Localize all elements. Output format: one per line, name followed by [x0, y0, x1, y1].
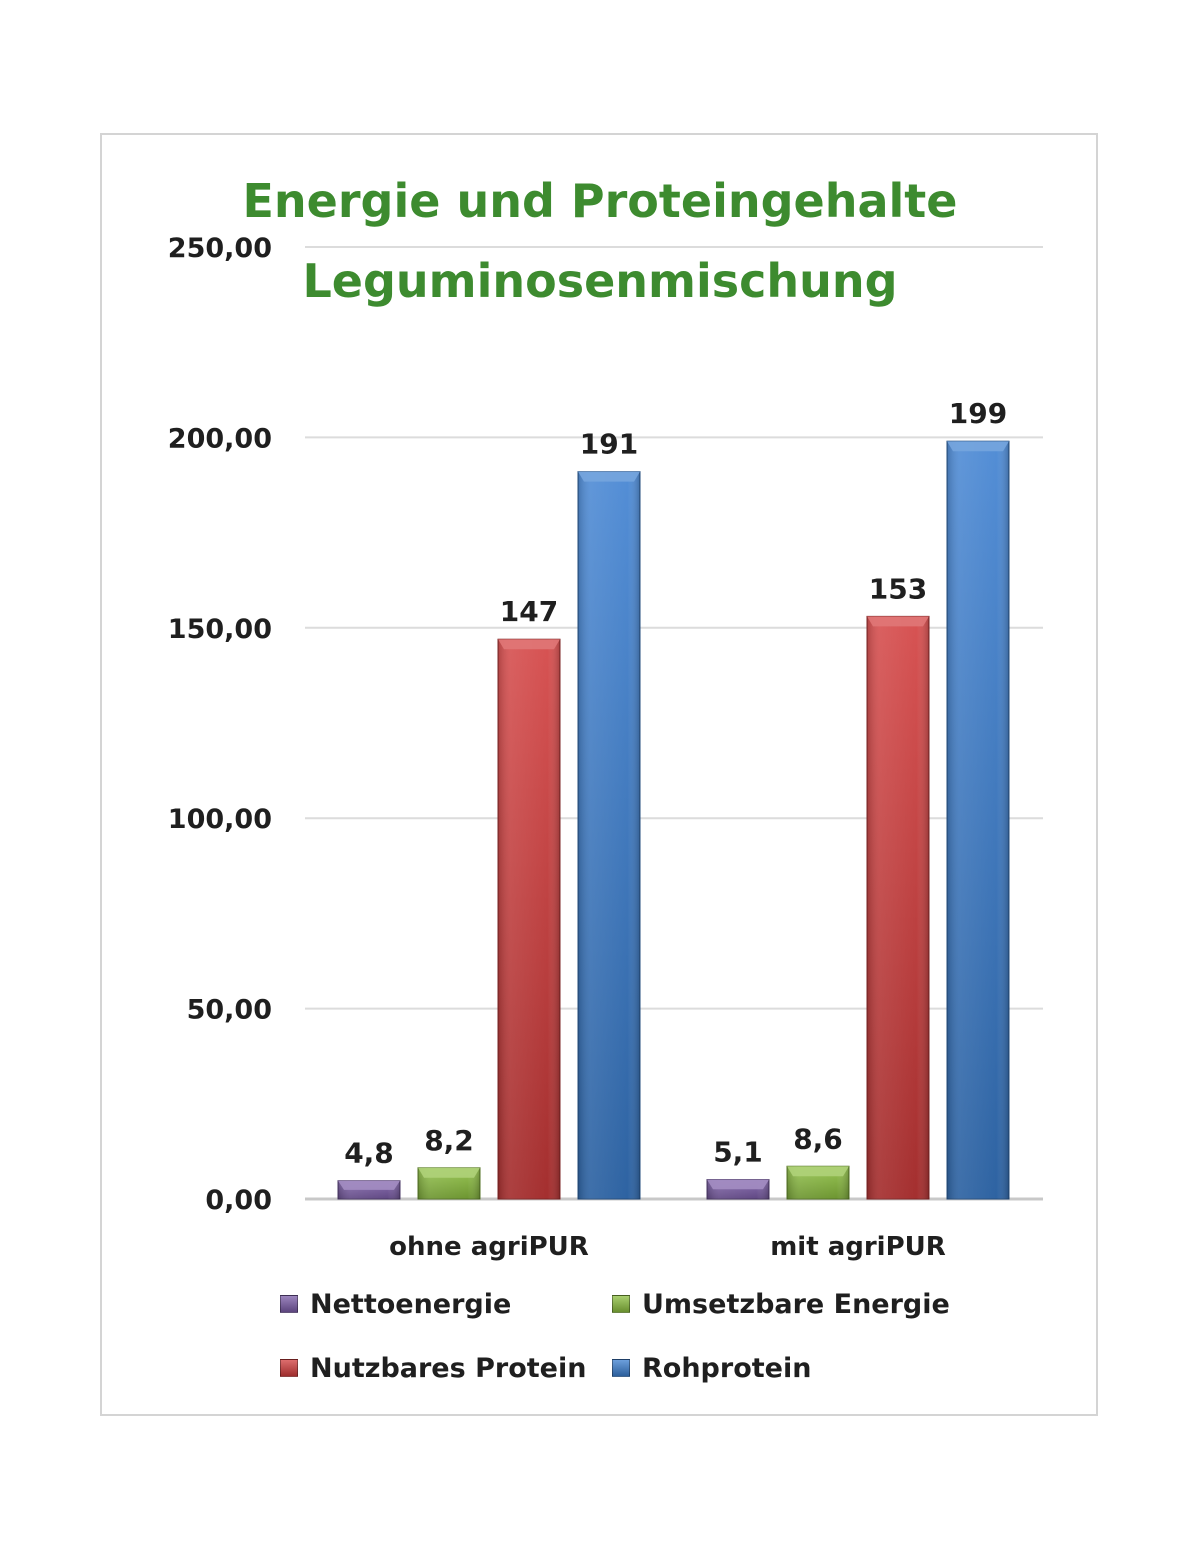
legend-label-nutzbares-protein: Nutzbares Protein [310, 1352, 587, 1384]
y-tick-label: 150,00 [168, 614, 272, 645]
x-category-label: mit agriPUR [770, 1232, 946, 1262]
y-tick-label: 100,00 [168, 804, 272, 835]
bar-nutzbares-protein-mit-agripur [866, 615, 930, 1200]
data-label-umsetzbare-energie-mit-agripur: 8,6 [793, 1122, 843, 1155]
legend-swatch-umsetzbare-energie [612, 1295, 630, 1313]
data-label-nutzbares-protein-ohne-agripur: 147 [500, 595, 558, 628]
data-label-umsetzbare-energie-ohne-agripur: 8,2 [424, 1124, 474, 1157]
y-tick-label: 0,00 [205, 1185, 272, 1216]
legend-swatch-nutzbares-protein [280, 1359, 298, 1377]
data-label-rohprotein-ohne-agripur: 191 [580, 428, 638, 461]
chart-title-line-2: Leguminosenmischung [302, 254, 898, 308]
bar-rohprotein-ohne-agripur [577, 471, 641, 1200]
y-axis-tick-labels: 0,00 50,00 100,00 150,00 200,00 250,00 [168, 233, 272, 1216]
bar-rohprotein-mit-agripur [946, 440, 1010, 1200]
y-tick-label: 200,00 [168, 423, 272, 454]
x-category-label: ohne agriPUR [389, 1232, 589, 1262]
data-label-nettoenergie-ohne-agripur: 4,8 [344, 1137, 394, 1170]
y-tick-label: 50,00 [187, 995, 272, 1026]
chart-title-line-1: Energie und Proteingehalte [242, 174, 958, 228]
legend-swatch-nettoenergie [280, 1295, 298, 1313]
bars [337, 440, 1010, 1200]
legend-item-rohprotein: Rohprotein [612, 1351, 811, 1385]
x-axis-category-labels: ohne agriPUR mit agriPUR [389, 1232, 946, 1262]
data-label-nettoenergie-mit-agripur: 5,1 [713, 1136, 763, 1169]
legend-item-nutzbares-protein: Nutzbares Protein [280, 1351, 586, 1385]
data-labels: 4,8 8,2 147 191 5,1 8,6 153 199 [344, 397, 1007, 1170]
legend-item-nettoenergie: Nettoenergie [280, 1287, 511, 1321]
data-label-rohprotein-mit-agripur: 199 [949, 397, 1007, 430]
legend-item-umsetzbare-energie: Umsetzbare Energie [612, 1287, 950, 1321]
data-label-nutzbares-protein-mit-agripur: 153 [869, 572, 927, 605]
bar-nettoenergie-mit-agripur [706, 1179, 770, 1200]
legend-label-umsetzbare-energie: Umsetzbare Energie [642, 1288, 950, 1320]
legend-label-rohprotein: Rohprotein [642, 1352, 812, 1384]
bar-nettoenergie-ohne-agripur [337, 1180, 401, 1200]
legend-label-nettoenergie: Nettoenergie [310, 1288, 512, 1320]
bar-umsetzbare-energie-mit-agripur [786, 1165, 850, 1200]
y-tick-label: 250,00 [168, 233, 272, 264]
legend-swatch-rohprotein [612, 1359, 630, 1377]
gridlines [305, 246, 1043, 1201]
bar-nutzbares-protein-ohne-agripur [497, 638, 561, 1200]
bar-umsetzbare-energie-ohne-agripur [417, 1167, 481, 1200]
